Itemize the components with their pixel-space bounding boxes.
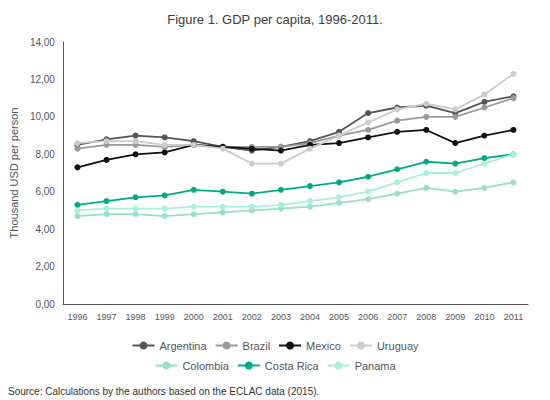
svg-text:0,00: 0,00 [35,299,55,310]
svg-text:2002: 2002 [242,312,262,322]
svg-text:Colombia: Colombia [182,360,229,372]
svg-text:Source: Calculations by the au: Source: Calculations by the authors base… [8,386,319,397]
svg-text:Mexico: Mexico [306,340,341,352]
svg-text:2006: 2006 [358,312,378,322]
svg-text:2011: 2011 [504,312,523,322]
svg-text:10,00: 10,00 [30,111,55,122]
svg-text:8,00: 8,00 [35,149,55,160]
svg-text:1998: 1998 [126,312,146,322]
svg-text:Brazil: Brazil [243,340,271,352]
svg-text:1997: 1997 [97,312,117,322]
svg-text:12,00: 12,00 [30,74,55,85]
svg-text:2001: 2001 [213,312,233,322]
svg-text:4,00: 4,00 [35,224,55,235]
svg-text:14,00: 14,00 [30,37,55,48]
svg-text:2008: 2008 [416,312,436,322]
svg-text:Argentina: Argentina [159,340,207,352]
svg-text:2,00: 2,00 [35,261,55,272]
svg-text:Figure 1. GDP per capita, 1996: Figure 1. GDP per capita, 1996-2011. [167,12,383,27]
svg-text:2010: 2010 [474,312,494,322]
svg-text:Thousand USD per person: Thousand USD per person [8,108,20,239]
svg-text:2000: 2000 [184,312,204,322]
svg-text:2009: 2009 [445,312,465,322]
svg-text:Costa Rica: Costa Rica [265,360,320,372]
svg-text:Uruguay: Uruguay [377,340,419,352]
svg-text:2005: 2005 [329,312,349,322]
svg-text:Panama: Panama [355,360,397,372]
svg-text:1999: 1999 [155,312,175,322]
svg-text:1996: 1996 [67,312,87,322]
svg-text:2007: 2007 [387,312,407,322]
svg-text:2004: 2004 [300,312,320,322]
svg-text:2003: 2003 [271,312,291,322]
svg-text:6,00: 6,00 [35,186,55,197]
